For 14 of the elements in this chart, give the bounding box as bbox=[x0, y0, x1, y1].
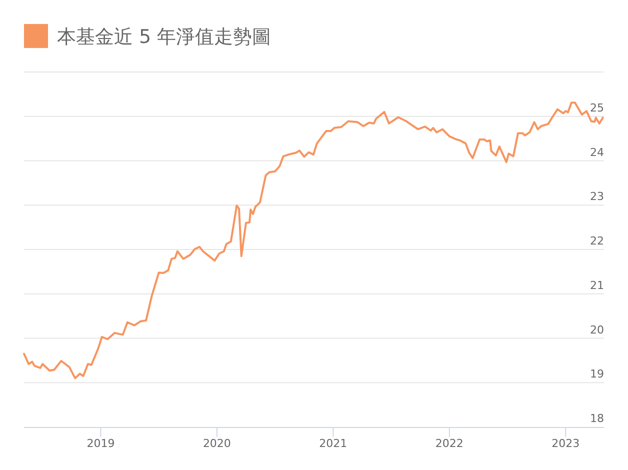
y-tick-label: 23 bbox=[590, 190, 604, 204]
y-tick-label: 20 bbox=[590, 323, 604, 336]
x-tick-label: 2022 bbox=[435, 437, 464, 450]
y-tick-label: 18 bbox=[590, 412, 604, 425]
x-tick-label: 2019 bbox=[86, 437, 115, 450]
legend-label: 本基金近 5 年淨值走勢圖 bbox=[57, 26, 272, 48]
y-tick-label: 25 bbox=[590, 101, 604, 114]
y-tick-label: 22 bbox=[590, 234, 604, 248]
x-tick-label: 2021 bbox=[319, 437, 348, 450]
y-tick-label: 21 bbox=[590, 278, 604, 292]
x-tick-label: 2023 bbox=[552, 437, 580, 450]
x-tick-label: 2020 bbox=[202, 437, 231, 450]
y-tick-label: 19 bbox=[590, 368, 604, 381]
y-tick-label: 24 bbox=[590, 146, 604, 159]
